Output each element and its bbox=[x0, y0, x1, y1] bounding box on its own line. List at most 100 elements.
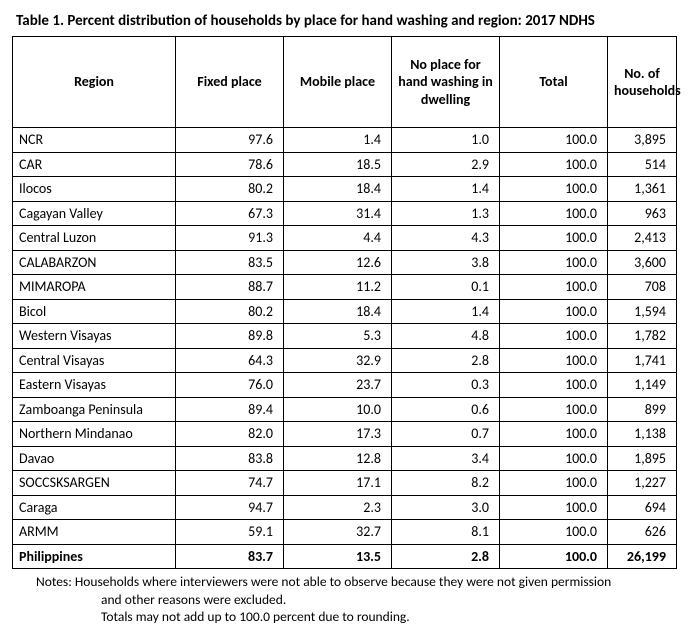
cell-noplace: 0.1 bbox=[392, 275, 500, 300]
cell-region: Central Visayas bbox=[13, 348, 176, 373]
notes-line-2: and other reasons were excluded. bbox=[36, 591, 677, 609]
cell-hh: 1,895 bbox=[608, 446, 677, 471]
cell-fixed: 64.3 bbox=[176, 348, 284, 373]
cell-total: 100.0 bbox=[500, 299, 608, 324]
col-households: No. of households bbox=[608, 37, 677, 128]
table-row: Central Visayas64.332.92.8100.01,741 bbox=[13, 348, 677, 373]
cell-total: 100.0 bbox=[500, 397, 608, 422]
table-row: MIMAROPA88.711.20.1100.0708 bbox=[13, 275, 677, 300]
cell-mobile: 4.4 bbox=[284, 226, 392, 251]
cell-total: 100.0 bbox=[500, 226, 608, 251]
cell-fixed: 89.8 bbox=[176, 324, 284, 349]
col-noplace: No place for hand washing in dwelling bbox=[392, 37, 500, 128]
cell-hh: 3,895 bbox=[608, 128, 677, 153]
cell-noplace: 1.4 bbox=[392, 299, 500, 324]
cell-hh: 899 bbox=[608, 397, 677, 422]
cell-total: 100.0 bbox=[500, 250, 608, 275]
table-row: Northern Mindanao82.017.30.7100.01,138 bbox=[13, 422, 677, 447]
cell-hh: 1,149 bbox=[608, 373, 677, 398]
cell-fixed: 80.2 bbox=[176, 299, 284, 324]
table-title: Table 1. Percent distribution of househo… bbox=[12, 12, 677, 30]
table-row: CALABARZON83.512.63.8100.03,600 bbox=[13, 250, 677, 275]
cell-hh: 26,199 bbox=[608, 544, 677, 569]
cell-hh: 1,594 bbox=[608, 299, 677, 324]
cell-noplace: 8.2 bbox=[392, 471, 500, 496]
cell-total: 100.0 bbox=[500, 177, 608, 202]
cell-mobile: 18.4 bbox=[284, 177, 392, 202]
cell-total: 100.0 bbox=[500, 348, 608, 373]
col-total: Total bbox=[500, 37, 608, 128]
cell-mobile: 18.5 bbox=[284, 152, 392, 177]
cell-fixed: 76.0 bbox=[176, 373, 284, 398]
cell-region: Northern Mindanao bbox=[13, 422, 176, 447]
table-row: Ilocos80.218.41.4100.01,361 bbox=[13, 177, 677, 202]
table-row: SOCCSKSARGEN74.717.18.2100.01,227 bbox=[13, 471, 677, 496]
cell-fixed: 78.6 bbox=[176, 152, 284, 177]
cell-region: Cagayan Valley bbox=[13, 201, 176, 226]
cell-total: 100.0 bbox=[500, 373, 608, 398]
table-total-row: Philippines83.713.52.8100.026,199 bbox=[13, 544, 677, 569]
cell-fixed: 80.2 bbox=[176, 177, 284, 202]
cell-noplace: 2.9 bbox=[392, 152, 500, 177]
data-table: Region Fixed place Mobile place No place… bbox=[12, 36, 677, 569]
table-row: Davao83.812.83.4100.01,895 bbox=[13, 446, 677, 471]
cell-mobile: 5.3 bbox=[284, 324, 392, 349]
cell-total: 100.0 bbox=[500, 471, 608, 496]
cell-noplace: 1.4 bbox=[392, 177, 500, 202]
cell-total: 100.0 bbox=[500, 446, 608, 471]
cell-region: ARMM bbox=[13, 520, 176, 545]
cell-noplace: 1.0 bbox=[392, 128, 500, 153]
cell-fixed: 83.7 bbox=[176, 544, 284, 569]
cell-hh: 3,600 bbox=[608, 250, 677, 275]
cell-hh: 694 bbox=[608, 495, 677, 520]
cell-mobile: 12.6 bbox=[284, 250, 392, 275]
cell-fixed: 89.4 bbox=[176, 397, 284, 422]
cell-mobile: 17.1 bbox=[284, 471, 392, 496]
cell-region: NCR bbox=[13, 128, 176, 153]
cell-fixed: 91.3 bbox=[176, 226, 284, 251]
col-fixed: Fixed place bbox=[176, 37, 284, 128]
cell-hh: 1,227 bbox=[608, 471, 677, 496]
cell-mobile: 17.3 bbox=[284, 422, 392, 447]
table-row: Cagayan Valley67.331.41.3100.0963 bbox=[13, 201, 677, 226]
cell-noplace: 3.8 bbox=[392, 250, 500, 275]
cell-total: 100.0 bbox=[500, 275, 608, 300]
cell-total: 100.0 bbox=[500, 520, 608, 545]
cell-noplace: 8.1 bbox=[392, 520, 500, 545]
cell-region: MIMAROPA bbox=[13, 275, 176, 300]
cell-fixed: 88.7 bbox=[176, 275, 284, 300]
cell-mobile: 13.5 bbox=[284, 544, 392, 569]
cell-total: 100.0 bbox=[500, 201, 608, 226]
table-row: Zamboanga Peninsula89.410.00.6100.0899 bbox=[13, 397, 677, 422]
cell-region: Caraga bbox=[13, 495, 176, 520]
cell-mobile: 2.3 bbox=[284, 495, 392, 520]
cell-noplace: 0.3 bbox=[392, 373, 500, 398]
cell-noplace: 1.3 bbox=[392, 201, 500, 226]
cell-noplace: 0.7 bbox=[392, 422, 500, 447]
cell-noplace: 2.8 bbox=[392, 544, 500, 569]
col-mobile: Mobile place bbox=[284, 37, 392, 128]
cell-mobile: 12.8 bbox=[284, 446, 392, 471]
cell-hh: 963 bbox=[608, 201, 677, 226]
table-row: ARMM59.132.78.1100.0626 bbox=[13, 520, 677, 545]
cell-total: 100.0 bbox=[500, 128, 608, 153]
cell-fixed: 67.3 bbox=[176, 201, 284, 226]
cell-region: Zamboanga Peninsula bbox=[13, 397, 176, 422]
cell-noplace: 4.8 bbox=[392, 324, 500, 349]
cell-total: 100.0 bbox=[500, 324, 608, 349]
cell-hh: 1,138 bbox=[608, 422, 677, 447]
cell-noplace: 3.4 bbox=[392, 446, 500, 471]
cell-mobile: 32.7 bbox=[284, 520, 392, 545]
cell-fixed: 83.8 bbox=[176, 446, 284, 471]
cell-total: 100.0 bbox=[500, 495, 608, 520]
cell-mobile: 18.4 bbox=[284, 299, 392, 324]
notes-line-1: Notes: Households where interviewers wer… bbox=[36, 573, 677, 591]
cell-region: SOCCSKSARGEN bbox=[13, 471, 176, 496]
header-row: Region Fixed place Mobile place No place… bbox=[13, 37, 677, 128]
cell-region: Eastern Visayas bbox=[13, 373, 176, 398]
table-row: Bicol80.218.41.4100.01,594 bbox=[13, 299, 677, 324]
cell-region: Ilocos bbox=[13, 177, 176, 202]
cell-region: Bicol bbox=[13, 299, 176, 324]
cell-hh: 1,361 bbox=[608, 177, 677, 202]
cell-hh: 708 bbox=[608, 275, 677, 300]
